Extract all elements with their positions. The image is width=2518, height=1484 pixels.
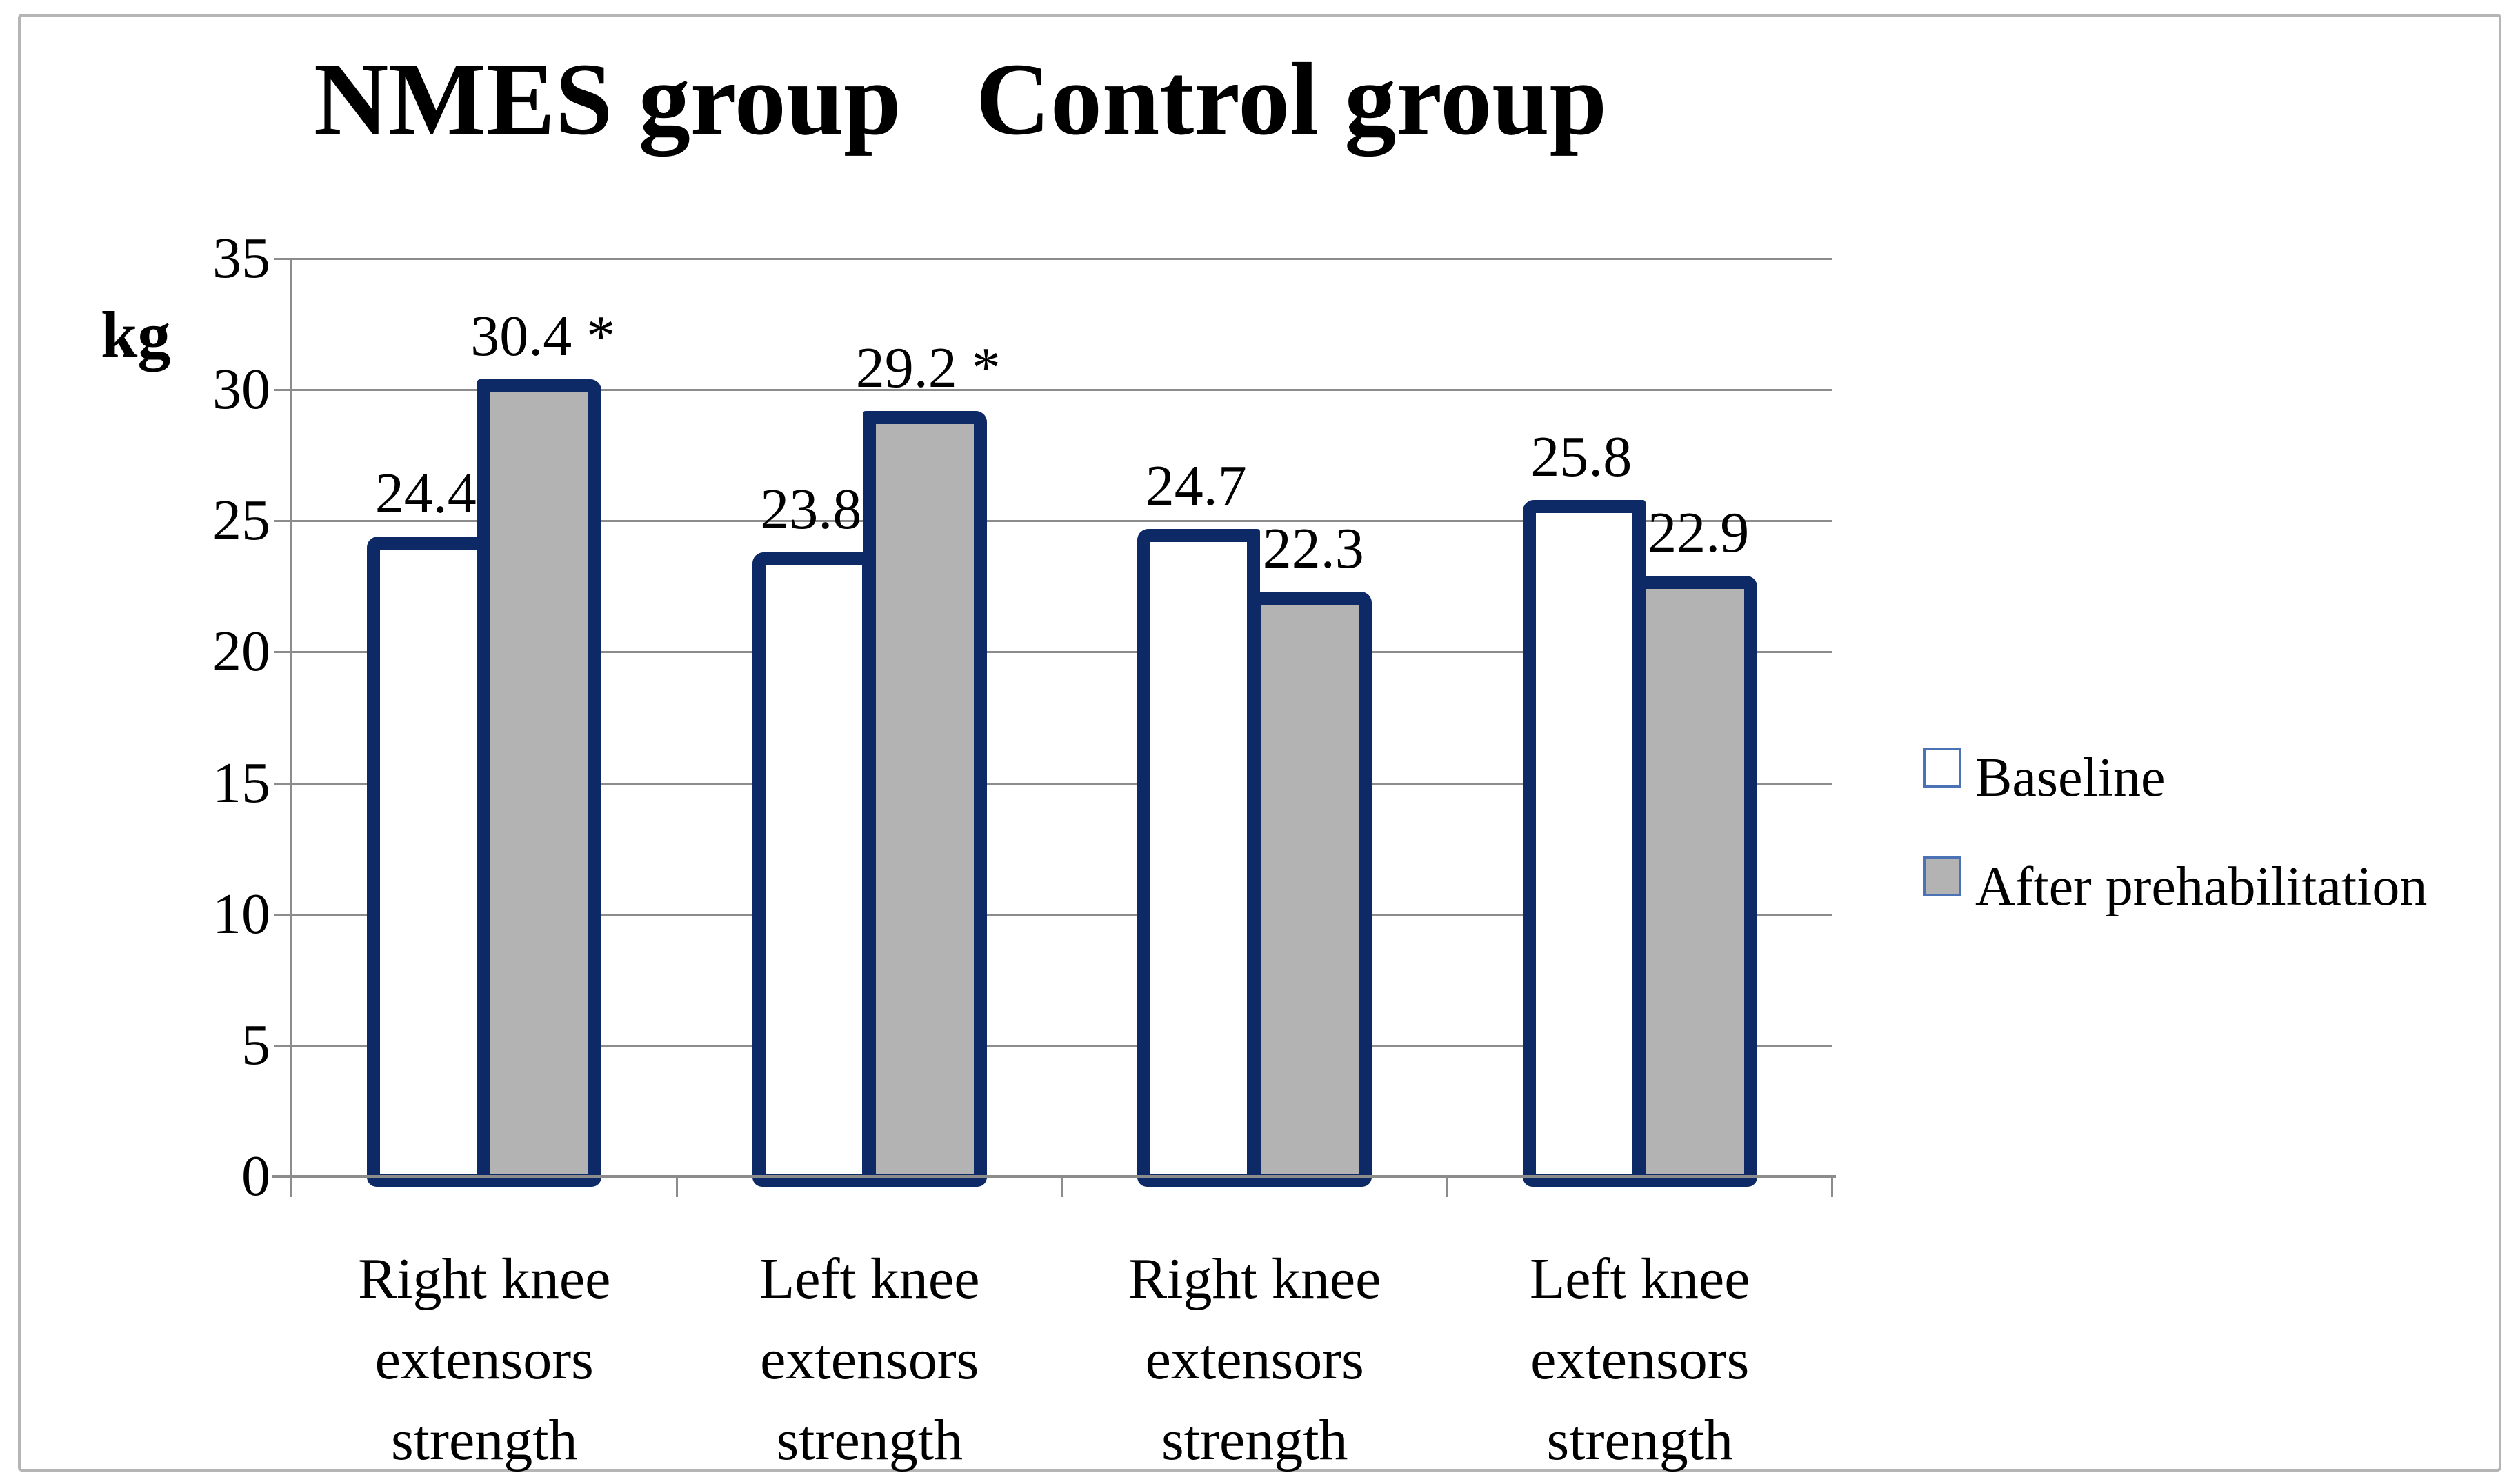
bar-value-label: 22.3 [1262,516,1364,581]
x-axis-tick [675,1176,678,1197]
bar-value-label: 22.9 [1648,501,1750,565]
y-tick-label: 0 [241,1144,270,1208]
legend: Baseline After prehabilitation [1923,745,2427,963]
title-control-group: Control group [975,42,1608,157]
bar-value-label: 23.8 [760,477,862,541]
bar [862,410,987,1187]
bar-value-label: 24.7 [1145,453,1247,518]
gridline [274,520,1832,523]
bar [1137,528,1261,1187]
baseline-swatch-icon [1923,748,1961,788]
bar [477,379,602,1187]
category-label: Left knee extensors strength [1530,1247,1750,1472]
gridline [274,651,1832,654]
gridline [274,782,1832,785]
x-axis-tick [1061,1176,1063,1197]
legend-item-baseline: Baseline [1923,745,2427,811]
legend-item-after-prehabilitation: After prehabilitation [1923,854,2427,920]
title-nmes-group: NMES group [314,42,901,157]
y-tick-label: 5 [241,1012,270,1077]
y-tick-label: 15 [212,750,270,815]
gridline [274,913,1832,916]
gridline [274,258,1832,260]
y-tick-label: 25 [212,488,270,553]
y-tick-label: 30 [212,357,270,422]
legend-label-baseline: Baseline [1975,748,2166,808]
y-axis-line [290,259,292,1197]
x-axis-tick [1446,1176,1448,1197]
bar [1522,499,1646,1187]
bar [1632,576,1757,1187]
bar-value-label: 30.4 * [470,303,616,368]
y-tick-label: 10 [212,881,270,946]
bar-value-label: 25.8 [1530,424,1632,489]
bar [752,552,875,1187]
category-label: Right knee extensors strength [1128,1247,1381,1472]
bar [1248,591,1372,1187]
bar-value-label: 24.4 [374,461,477,526]
category-label: Right knee extensors strength [358,1247,611,1472]
y-tick-label: 35 [212,226,270,290]
x-axis-tick [1831,1176,1833,1197]
y-tick-label: 20 [212,619,270,684]
gridline [274,1044,1832,1047]
x-axis-line [272,1175,1836,1178]
category-label: Left knee extensors strength [759,1247,980,1472]
y-axis-unit-label: kg [101,298,171,372]
legend-label-after-prehabilitation: After prehabilitation [1975,856,2428,917]
after-prehabilitation-swatch-icon [1923,856,1961,896]
bar [367,537,490,1187]
chart-title: NMES group Control group [314,40,1607,159]
gridline [274,389,1832,392]
bar-value-label: 29.2 * [855,335,1001,400]
